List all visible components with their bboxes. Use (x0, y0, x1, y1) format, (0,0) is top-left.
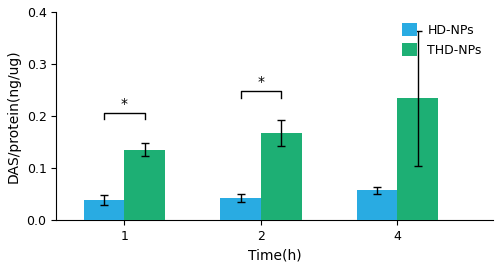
Text: *: * (121, 97, 128, 111)
Bar (220, 198, 261, 220)
Bar (356, 190, 398, 220)
Bar (398, 98, 438, 220)
Bar (84, 200, 124, 220)
Bar (261, 133, 302, 220)
Text: *: * (258, 75, 264, 89)
Y-axis label: DAS/protein(ng/ug): DAS/protein(ng/ug) (7, 49, 21, 183)
X-axis label: Time(h): Time(h) (248, 248, 302, 262)
Legend: HD-NPs, THD-NPs: HD-NPs, THD-NPs (398, 18, 487, 62)
Bar (124, 150, 166, 220)
